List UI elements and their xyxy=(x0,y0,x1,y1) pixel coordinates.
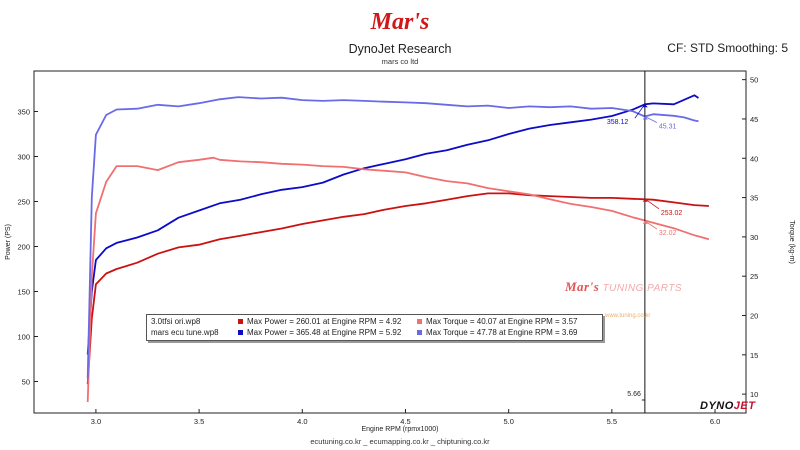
watermark-brand: Mar's xyxy=(565,279,600,294)
watermark-text: TUNING PARTS xyxy=(602,283,683,294)
series-line xyxy=(86,96,699,379)
y-tick-label: 50 xyxy=(22,378,30,387)
legend-max-torque: Max Torque = 40.07 at Engine RPM = 3.57 xyxy=(426,317,578,326)
footer-text: ecutuning.co.kr _ ecumapping.co.kr _ chi… xyxy=(310,437,490,446)
cursor-readout-arrow xyxy=(642,116,648,120)
mars-logo: Mar's xyxy=(370,9,430,35)
y-tick-label: 200 xyxy=(17,243,30,252)
chart-title: DynoJet Research xyxy=(348,42,452,56)
x-axis-label: Engine RPM (rpmx1000) xyxy=(361,426,438,433)
y-tick-label: 100 xyxy=(17,333,30,342)
x-tick-label: 6.0 xyxy=(710,417,720,426)
legend-max-power: Max Power = 260.01 at Engine RPM = 4.92 xyxy=(247,317,402,326)
dynojet-logo: DYNOJET xyxy=(700,400,756,412)
x-tick-label: 3.5 xyxy=(194,417,204,426)
y-tick-label: 250 xyxy=(17,198,30,207)
y2-tick-label: 50 xyxy=(750,76,758,85)
plot-area xyxy=(33,70,747,414)
y2-tick-label: 15 xyxy=(750,351,758,360)
mars-tuning-watermark: Mar's TUNING PARTS xyxy=(565,279,682,295)
legend-power-swatch xyxy=(238,330,243,335)
legend-torque-swatch xyxy=(417,330,422,335)
cursor-readout-label: 45.31 xyxy=(659,124,677,131)
cursor-readout-arrow xyxy=(642,221,648,225)
cursor-readout-pointer xyxy=(644,220,658,230)
x-tick-label: 5.5 xyxy=(607,417,617,426)
legend-torque-swatch xyxy=(417,319,422,324)
y2-tick-label: 45 xyxy=(750,115,758,124)
cursor-readout-label: 358.12 xyxy=(607,119,629,126)
legend-power-swatch xyxy=(238,319,243,324)
legend: 3.0tfsi ori.wp8 Max Power = 260.01 at En… xyxy=(146,314,603,341)
correction-factor-label: CF: STD Smoothing: 5 xyxy=(667,41,788,55)
y2-tick-label: 40 xyxy=(750,154,758,163)
cursor-x-label: 5.66 xyxy=(627,391,641,398)
legend-max-power: Max Power = 365.48 at Engine RPM = 5.92 xyxy=(247,328,402,337)
cursor-readout-arrow xyxy=(642,104,648,108)
y2-tick-label: 25 xyxy=(750,272,758,281)
cursor-readout-pointer xyxy=(644,198,660,210)
series-line xyxy=(86,156,710,403)
x-tick-label: 5.0 xyxy=(503,417,513,426)
cursor-readout-label: 253.02 xyxy=(661,210,683,217)
x-tick-label: 4.0 xyxy=(297,417,307,426)
y-tick-label: 300 xyxy=(17,153,30,162)
x-tick-label: 4.5 xyxy=(400,417,410,426)
legend-max-torque: Max Torque = 47.78 at Engine RPM = 3.69 xyxy=(426,328,578,337)
cursor-readout-label: 32.02 xyxy=(659,230,677,237)
chart-subtitle: mars co ltd xyxy=(381,57,419,66)
watermark-url: www.tuning.co.kr xyxy=(605,313,651,319)
cursor-readout-pointer xyxy=(644,116,658,123)
legend-run-name: mars ecu tune.wp8 xyxy=(151,328,219,337)
y2-tick-label: 10 xyxy=(750,390,758,399)
y2-tick-label: 30 xyxy=(750,233,758,242)
y-axis-label: Power (PS) xyxy=(5,224,12,260)
y-tick-label: 350 xyxy=(17,108,30,117)
x-tick-label: 3.0 xyxy=(91,417,101,426)
series-line xyxy=(86,192,709,385)
legend-run-name: 3.0tfsi ori.wp8 xyxy=(151,317,201,326)
y2-tick-label: 35 xyxy=(750,194,758,203)
cursor-readout-pointer xyxy=(634,103,646,119)
mars-logo-text: Mar's xyxy=(370,9,430,35)
y2-tick-label: 20 xyxy=(750,312,758,321)
y2-axis-label: Torque (kg-m) xyxy=(788,220,795,264)
cursor-readout-arrow xyxy=(642,198,648,202)
y-tick-label: 150 xyxy=(17,288,30,297)
series-line xyxy=(86,94,699,355)
